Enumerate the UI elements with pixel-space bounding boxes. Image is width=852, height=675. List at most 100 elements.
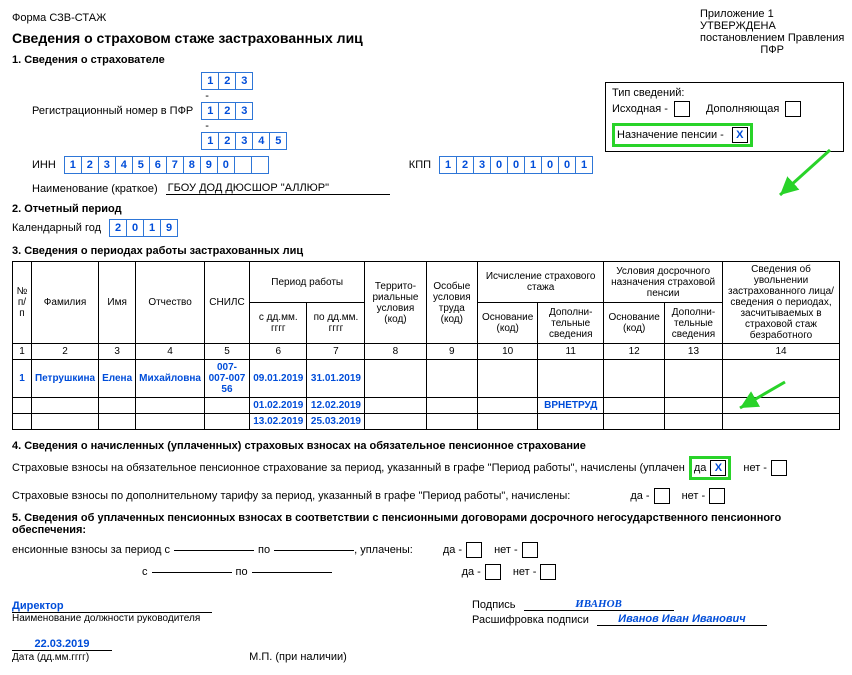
s5-po2: по [236,566,248,578]
digit-cell: 3 [98,156,116,174]
digit-cell: 0 [541,156,559,174]
th-info: Сведения об увольнении застрахованного л… [723,262,840,344]
th-dop1: Дополни- тельные сведения [538,303,604,344]
s5-upl: , уплачены: [354,544,413,556]
section2-title: 2. Отчетный период [12,203,840,215]
director-value: Директор [12,600,212,613]
s5-net2-check[interactable] [540,564,556,580]
type-title: Тип сведений: [612,87,837,99]
digit-cell: 2 [218,132,236,150]
th-osn1: Основание (код) [478,303,538,344]
digit-cell: 2 [218,102,236,120]
digit-cell: 9 [160,219,178,237]
kpp-label: КПП [409,159,431,171]
digit-cell: 6 [149,156,167,174]
type-box: Тип сведений: Исходная - Дополняющая Наз… [605,82,844,152]
date-label: Дата (дд.мм.гггг) [12,652,89,663]
th-dop2: Дополни- тельные сведения [664,303,722,344]
colnum: 4 [136,344,205,360]
digit-cell: 3 [235,102,253,120]
dop-check[interactable] [785,101,801,117]
table-row: 01.02.2019 12.02.2019 ВРНЕТРУД [13,398,840,414]
digit-cell: 1 [201,72,219,90]
s4-da-highlight: да X [689,456,732,480]
pens-check[interactable]: X [732,127,748,143]
digit-cell: 2 [109,219,127,237]
th-spec: Особые условия труда (код) [426,262,478,344]
s4-da-label: да [694,462,707,474]
digit-cell: 3 [235,132,253,150]
s4-da-check[interactable]: X [710,460,726,476]
director-label: Наименование должности руководителя [12,613,272,624]
digit-cell: 0 [490,156,508,174]
decode-value: Иванов Иван Иванович [597,613,767,626]
s5-da2: да - [462,566,481,578]
digit-cell: 3 [473,156,491,174]
colnum: 6 [249,344,307,360]
year-label: Календарный год [12,222,101,234]
date-value: 22.03.2019 [12,638,112,651]
org-name: ГБОУ ДОД ДЮСШОР "АЛЛЮР" [166,182,390,195]
s5-to[interactable] [274,550,354,551]
th-snils: СНИЛС [204,262,249,344]
arrow-1-icon [760,145,840,205]
section5-title: 5. Сведения об уплаченных пенсионных взн… [12,512,840,536]
iskh-check[interactable] [674,101,690,117]
reg-label: Регистрационный номер в ПФР [32,105,193,117]
colnum: 13 [664,344,722,360]
approval-block: Приложение 1 УТВЕРЖДЕНА постановлением П… [700,8,844,56]
colnum: 9 [426,344,478,360]
digit-cell: 1 [439,156,457,174]
s5-da-check[interactable] [466,542,482,558]
s4-line1: Страховые взносы на обязательное пенсион… [12,462,685,474]
colnum: 7 [307,344,365,360]
s4-net2-check[interactable] [709,488,725,504]
approved-line1: УТВЕРЖДЕНА [700,20,844,32]
colnum: 11 [538,344,604,360]
digit-cell: 1 [524,156,542,174]
th-osn2: Основание (код) [604,303,665,344]
reg-number-boxes: 123-123-12345 [201,72,287,150]
s5-from2[interactable] [152,572,232,573]
kpp-boxes: 123001001 [439,156,593,174]
section3-title: 3. Сведения о периодах работы застрахова… [12,245,840,257]
digit-cell: 8 [183,156,201,174]
digit-cell: 0 [217,156,235,174]
colnum: 12 [604,344,665,360]
colnum: 14 [723,344,840,360]
digit-cell: 1 [64,156,82,174]
s5-da2-check[interactable] [485,564,501,580]
dop-label: Дополняющая [706,103,779,115]
digit-cell [234,156,252,174]
th-name: Имя [99,262,136,344]
s5-label: енсионные взносы за период с [12,544,170,556]
digit-cell: 2 [456,156,474,174]
digit-cell: 4 [252,132,270,150]
digit-cell [251,156,269,174]
digit-cell: 3 [235,72,253,90]
s5-from[interactable] [174,550,254,551]
section4-title: 4. Сведения о начисленных (уплаченных) с… [12,440,840,452]
s5-po: по [258,544,270,556]
appendix-label: Приложение 1 [700,8,844,20]
colnum: 5 [204,344,249,360]
approved-line2: постановлением Правления [700,32,844,44]
s5-net-check[interactable] [522,542,538,558]
s4-da2-check[interactable] [654,488,670,504]
th-otch: Отчество [136,262,205,344]
table-row: 1 Петрушкина Елена Михайловна 007-007-00… [13,360,840,398]
colnum: 10 [478,344,538,360]
s5-da: да - [443,544,462,556]
digit-cell: 1 [143,219,161,237]
decode-label: Расшифровка подписи [472,614,589,626]
table-row: 13.02.2019 25.03.2019 [13,414,840,430]
approved-line3: ПФР [700,44,844,56]
digit-cell: 0 [507,156,525,174]
pens-label: Назначение пенсии - [617,129,724,141]
s4-net-check[interactable] [771,460,787,476]
s5-to2[interactable] [252,572,332,573]
th-fam: Фамилия [31,262,98,344]
digit-cell: 2 [81,156,99,174]
digit-cell: 5 [269,132,287,150]
th-to: по дд.мм. гггг [307,303,365,344]
